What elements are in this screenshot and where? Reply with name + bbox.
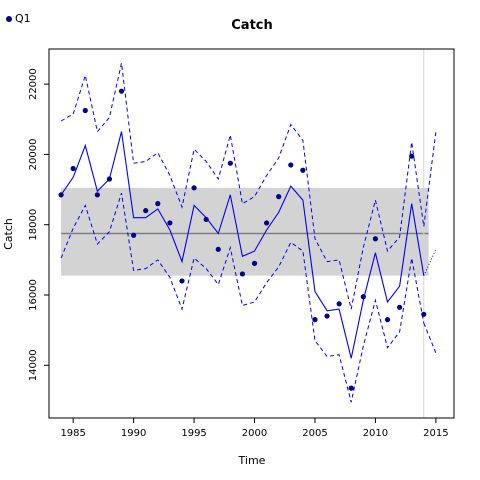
fit-line (60, 131, 425, 359)
data-point (251, 260, 258, 266)
y-axis-label: Catch (2, 218, 15, 250)
plot-frame (48, 48, 455, 419)
x-tick-label: 1985 (60, 428, 85, 439)
data-point (239, 271, 246, 277)
data-point (336, 301, 342, 307)
data-point (288, 162, 294, 168)
data-point (348, 385, 354, 391)
y-tick-label: 16000 (28, 279, 39, 311)
data-point (421, 311, 427, 317)
data-point (215, 246, 221, 252)
data-point (312, 317, 318, 323)
data-point (264, 220, 270, 226)
data-point (409, 153, 415, 159)
legend-label: Q1 (15, 12, 31, 25)
legend: Q1 (6, 12, 31, 25)
forecast-line (423, 249, 437, 276)
y-tick-label: 18000 (28, 209, 39, 241)
data-point (191, 185, 197, 191)
data-point (384, 317, 391, 323)
y-tick-label: 22000 (28, 68, 39, 100)
x-tick-label: 2000 (242, 428, 267, 439)
x-tick-label: 1995 (181, 428, 206, 439)
data-point (324, 313, 330, 319)
plot-area: 1985 1990 1995 2000 2005 2010 2015 14000 16000 18… (28, 48, 455, 439)
data-point (396, 304, 403, 310)
data-point (203, 216, 209, 223)
data-point (227, 160, 233, 166)
x-tick-label: 2015 (423, 428, 448, 439)
x-tick-label: 1990 (121, 428, 146, 439)
data-point (82, 107, 88, 114)
data-point (167, 220, 173, 226)
forecast-upper-line (423, 131, 437, 227)
data-point (143, 208, 149, 214)
data-point (70, 165, 76, 172)
x-tick-label: 2005 (302, 428, 327, 439)
data-point (155, 201, 161, 207)
chart-title: Catch (231, 18, 273, 33)
data-point (131, 232, 137, 238)
data-point (300, 167, 306, 173)
fit-lower-line (60, 192, 425, 403)
forecast-lower-line (423, 322, 437, 354)
x-tick-label: 2010 (363, 428, 388, 439)
legend-marker-icon (6, 15, 12, 22)
data-point (372, 236, 379, 242)
data-point (276, 194, 282, 200)
data-point (58, 192, 64, 198)
data-point (179, 278, 185, 284)
x-axis-label: Time (238, 454, 266, 467)
y-tick-label: 14000 (28, 349, 39, 381)
data-point (118, 88, 125, 94)
data-point (106, 176, 113, 182)
y-tick-label: 20000 (28, 139, 39, 171)
data-point (94, 192, 100, 198)
data-point (360, 294, 366, 300)
